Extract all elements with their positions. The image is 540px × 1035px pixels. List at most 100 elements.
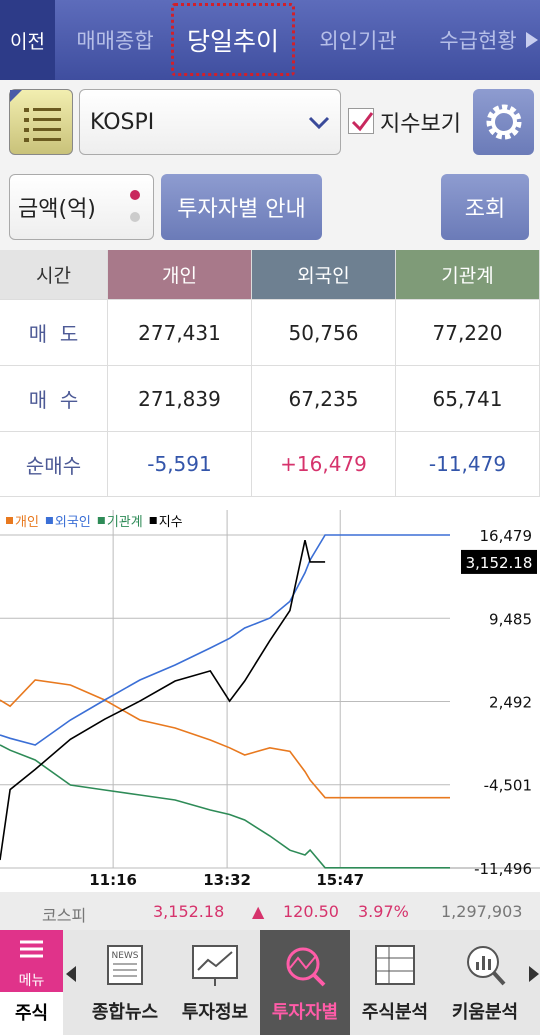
table-cell: 277,431 [108,300,252,366]
nav-item[interactable]: NEWS 종합뉴스 [80,930,170,1035]
index-volume: 1,297,903 [441,902,523,921]
legend-label: 지수 [159,515,183,530]
gear-icon [486,104,521,140]
icon-shape [482,956,485,970]
index-status-bar: 코스피 3,152.18 ▲ 120.50 3.97% 1,297,903 [0,892,540,930]
x-tick-label: 13:32 [203,871,251,889]
nav-icon [467,946,506,986]
x-tick-label: 11:16 [89,871,137,889]
market-select[interactable]: KOSPI [79,89,341,155]
y2-tick-box [461,549,537,574]
y-tick-label: 16,479 [480,527,533,545]
nav-item[interactable]: 주식분석 [350,930,440,1035]
index-change: 120.50 [283,902,339,921]
investor-table: 시간 개인 외국인 기관계 매 도 277,431 50,756 77,220 매 수 271,8… [0,250,540,497]
icon-shape [289,955,317,970]
nav-left-arrow[interactable] [66,966,76,982]
menu-button[interactable]: 메뉴 [0,930,63,992]
menu-label: 메뉴 [18,973,45,989]
legend-label: 개인 [15,515,39,530]
nav-right-arrow[interactable] [529,966,539,982]
table-cell: 67,235 [252,366,396,432]
row-label: 매 도 [0,300,108,366]
y-tick-label: 9,485 [489,610,532,628]
x-tick-label: 15:47 [316,871,364,889]
nav-icon [286,947,326,987]
icon-shape [107,945,143,985]
tab[interactable]: 수급현황 [439,29,517,53]
nav-icon: NEWS [107,945,143,985]
y2-tick-label: 3,152.18 [466,554,533,572]
icon-shape [492,971,506,986]
row-label: 매 수 [0,366,108,432]
table-header-cell: 개인 [108,250,252,300]
series-line [0,679,450,799]
icon-shape [375,945,415,985]
table-cell: 271,839 [108,366,252,432]
tab[interactable]: 외인기관 [319,29,397,53]
tab[interactable]: 매매종합 [76,29,154,53]
check-mark [351,112,374,132]
index-rate: 3.97% [358,902,409,921]
table-cell: 65,741 [396,366,540,432]
series-line [0,540,326,861]
guide-button[interactable]: 투자자별 안내 [161,174,322,240]
icon-shape [488,959,491,970]
legend-label: 기관계 [107,515,143,530]
y-tick-label: -4,501 [484,777,532,795]
menu-icon [20,940,43,958]
table-header-cell: 기관계 [396,250,540,300]
menu-sub-label[interactable]: 주식 [0,992,63,1035]
settings-button[interactable] [473,89,534,155]
control-panel: KOSPI 지수보기 금액(억) 투자자별 안내 조회 [0,80,540,250]
query-button[interactable]: 조회 [441,174,529,240]
chart: 16,479 9,485 2,492 -4,501 -11,496 11:16 13:32 1… [0,510,540,889]
index-name: 코스피 [42,906,87,925]
unit-text: 금액(억) [18,197,96,222]
list-icon [10,90,61,142]
y-tick-label: 2,492 [489,693,532,711]
tab-bar: 이전 매매종합 당일추이 외인기관 수급현황 [0,0,540,80]
nav-item[interactable]: 투자정보 [170,930,260,1035]
market-text: KOSPI [90,109,155,135]
tab-arrow [526,32,538,48]
y-tick-label: -11,496 [474,860,532,878]
nav-item[interactable]: 키움분석 [440,930,530,1035]
series-line [0,534,450,746]
legend-swatch [149,517,157,524]
nav-label: 투자자별 [271,1002,339,1023]
checkbox-label: 지수보기 [380,112,461,137]
index-price: 3,152.18 [153,902,225,921]
tab[interactable]: 당일추이 [171,0,295,80]
icon-shape [286,947,320,981]
nav-icon [192,945,238,986]
table-cell: +16,479 [252,432,396,497]
icon-shape [192,945,238,979]
check-stroke [351,112,374,132]
nav-item[interactable]: 투자자별 [260,930,350,1035]
legend-swatch [45,517,53,524]
nav-label: 주식분석 [361,1002,429,1023]
table-header-cell: 외국인 [252,250,396,300]
legend-swatch [97,517,105,524]
row-label: 순매수 [0,432,108,497]
dropdown-arrow [308,116,330,130]
legend-label: 외국인 [55,515,91,530]
unit-select[interactable]: 금액(억) [9,174,154,240]
series-line [0,744,450,869]
bottom-nav: 메뉴 주식 NEWS 종합뉴스 투자정보 투자자별 주식분석 키움분석 [0,930,540,1035]
table-header-cell: 시간 [0,250,108,300]
nav-label: 투자정보 [181,1002,249,1023]
icon-shape [312,973,326,987]
back-button[interactable]: 이전 [0,0,55,80]
icon-shape [476,962,479,970]
icon-shape [197,951,233,971]
nav-label: 종합뉴스 [91,1002,159,1023]
legend-swatch [6,517,13,524]
list-button[interactable] [9,89,73,155]
checkbox[interactable] [348,108,374,134]
nav-label: 키움분석 [451,1002,519,1023]
nav-icon [375,945,415,985]
news-icon-text: NEWS [111,951,138,961]
